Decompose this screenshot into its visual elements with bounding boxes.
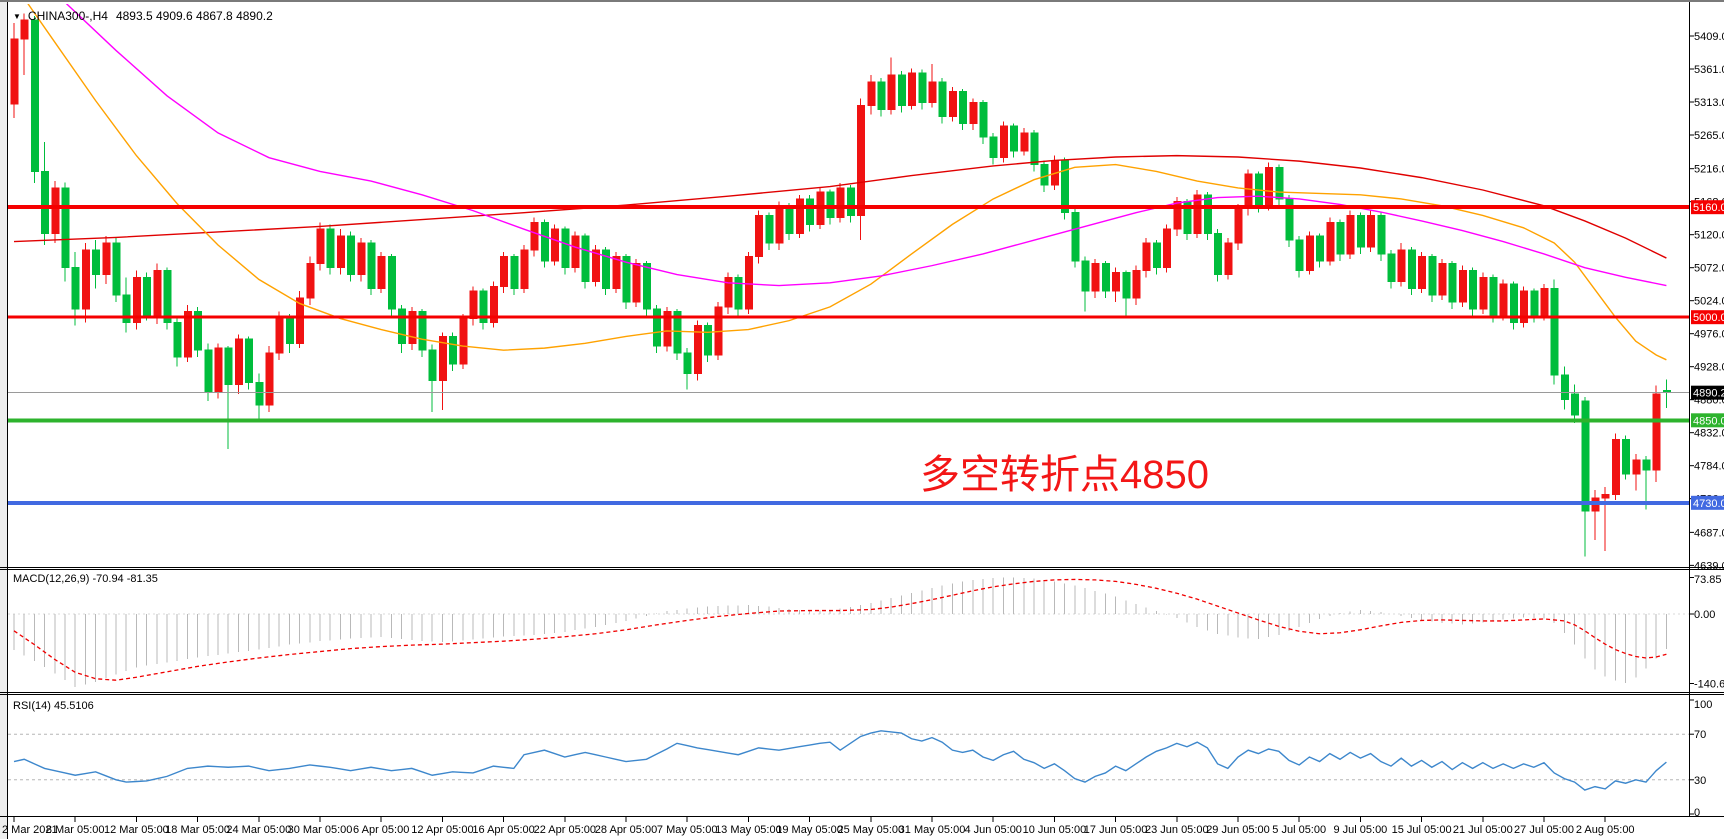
svg-text:7 May 05:00: 7 May 05:00: [657, 824, 718, 836]
svg-text:70: 70: [1694, 729, 1706, 741]
symbol-timeframe: CHINA300-,H4: [27, 9, 108, 23]
svg-text:4639.0: 4639.0: [1694, 560, 1724, 572]
svg-text:28 Apr 05:00: 28 Apr 05:00: [595, 824, 657, 836]
svg-text:30 Mar 05:00: 30 Mar 05:00: [288, 824, 353, 836]
svg-text:5313.0: 5313.0: [1694, 97, 1724, 109]
moving-averages: [13, 4, 1667, 361]
rsi-indicator-label: RSI(14) 45.5106: [13, 700, 94, 712]
svg-text:2 Aug 05:00: 2 Aug 05:00: [1576, 824, 1635, 836]
svg-text:4 Jun 05:00: 4 Jun 05:00: [964, 824, 1022, 836]
svg-text:4784.0: 4784.0: [1694, 461, 1724, 473]
svg-text:0.00: 0.00: [1694, 609, 1715, 621]
svg-text:5160.0: 5160.0: [1693, 202, 1724, 214]
svg-text:4976.0: 4976.0: [1694, 329, 1724, 341]
ma-orange: [27, 4, 1667, 361]
svg-text:5072.0: 5072.0: [1694, 263, 1724, 275]
svg-text:2 Mar 2021: 2 Mar 2021: [2, 824, 58, 836]
svg-text:-140.67: -140.67: [1694, 679, 1724, 691]
svg-text:5024.0: 5024.0: [1694, 296, 1724, 308]
macd-histogram: [13, 577, 1667, 688]
price-axis[interactable]: 5409.05361.05313.05265.05216.05168.05120…: [1689, 31, 1724, 572]
svg-text:17 Jun 05:00: 17 Jun 05:00: [1084, 824, 1148, 836]
svg-text:21 Jul 05:00: 21 Jul 05:00: [1453, 824, 1513, 836]
svg-text:0: 0: [1694, 807, 1700, 819]
svg-text:5216.0: 5216.0: [1694, 164, 1724, 176]
svg-text:5265.0: 5265.0: [1694, 130, 1724, 142]
axis-tag-4850.0: 4850.0: [1691, 413, 1724, 428]
rsi-pane[interactable]: [8, 730, 1689, 791]
left-border: [0, 2, 8, 839]
svg-text:16 Apr 05:00: 16 Apr 05:00: [472, 824, 534, 836]
svg-text:4928.0: 4928.0: [1694, 362, 1724, 374]
svg-text:15 Jul 05:00: 15 Jul 05:00: [1392, 824, 1452, 836]
chevron-down-icon[interactable]: ▼: [13, 12, 21, 21]
svg-text:30: 30: [1694, 775, 1706, 787]
title-ohlc-values: 4893.5 4909.6 4867.8 4890.2: [115, 9, 273, 23]
svg-text:12 Apr 05:00: 12 Apr 05:00: [411, 824, 473, 836]
macd-indicator-label: MACD(12,26,9) -70.94 -81.35: [13, 573, 158, 585]
axis-tag-5160.0: 5160.0: [1691, 200, 1724, 215]
svg-text:4730.0: 4730.0: [1693, 498, 1724, 510]
svg-text:10 Jun 05:00: 10 Jun 05:00: [1023, 824, 1087, 836]
svg-text:4890.2: 4890.2: [1693, 388, 1724, 400]
macd-label-values: -70.94 -81.35: [92, 573, 158, 585]
svg-text:24 Mar 05:00: 24 Mar 05:00: [226, 824, 291, 836]
chart-title[interactable]: ▼ CHINA300-,H4 4893.5 4909.6 4867.8 4890.2: [13, 9, 273, 23]
svg-text:23 Jun 05:00: 23 Jun 05:00: [1145, 824, 1209, 836]
pane-borders: [0, 2, 1724, 817]
svg-text:31 May 05:00: 31 May 05:00: [899, 824, 966, 836]
svg-text:5120.0: 5120.0: [1694, 230, 1724, 242]
rsi-line: [13, 730, 1667, 791]
svg-text:5000.0: 5000.0: [1693, 312, 1724, 324]
svg-text:5 Jul 05:00: 5 Jul 05:00: [1272, 824, 1326, 836]
annotation-text: 多空转折点4850: [920, 453, 1209, 497]
svg-text:6 Apr 05:00: 6 Apr 05:00: [353, 824, 409, 836]
rsi-axis: 100 70 30 0: [1689, 699, 1712, 819]
axis-tag-current-price: 4890.2: [1691, 385, 1724, 400]
svg-text:4850.0: 4850.0: [1693, 415, 1724, 427]
svg-text:27 Jul 05:00: 27 Jul 05:00: [1514, 824, 1574, 836]
macd-signal-line: [13, 578, 1667, 681]
main-chart-pane[interactable]: [8, 2, 1689, 557]
svg-text:8 Mar 05:00: 8 Mar 05:00: [46, 824, 105, 836]
svg-text:22 Apr 05:00: 22 Apr 05:00: [534, 824, 596, 836]
macd-axis: 73.85 0.00 -140.67: [1689, 574, 1724, 691]
svg-text:19 May 05:00: 19 May 05:00: [776, 824, 843, 836]
ma-magenta: [65, 4, 1667, 287]
ma-slow-red: [13, 154, 1667, 259]
svg-text:12 Mar 05:00: 12 Mar 05:00: [104, 824, 169, 836]
svg-text:4687.0: 4687.0: [1694, 527, 1724, 539]
macd-label-name: MACD(12,26,9): [13, 573, 90, 585]
axis-tag-5000.0: 5000.0: [1691, 310, 1724, 325]
svg-text:4832.0: 4832.0: [1694, 428, 1724, 440]
svg-text:5361.0: 5361.0: [1694, 64, 1724, 76]
axis-tag-4730.0: 4730.0: [1691, 495, 1724, 510]
rsi-label-value: 45.5106: [53, 700, 94, 712]
rsi-label-name: RSI(14): [13, 700, 51, 712]
svg-text:73.85: 73.85: [1694, 574, 1722, 586]
svg-text:18 Mar 05:00: 18 Mar 05:00: [165, 824, 230, 836]
svg-text:100: 100: [1694, 699, 1712, 711]
svg-text:5409.0: 5409.0: [1694, 31, 1724, 43]
svg-text:29 Jun 05:00: 29 Jun 05:00: [1206, 824, 1270, 836]
macd-pane[interactable]: [8, 577, 1689, 688]
svg-text:9 Jul 05:00: 9 Jul 05:00: [1333, 824, 1387, 836]
candlesticks[interactable]: [10, 13, 1671, 557]
svg-text:13 May 05:00: 13 May 05:00: [715, 824, 782, 836]
svg-text:25 May 05:00: 25 May 05:00: [837, 824, 904, 836]
